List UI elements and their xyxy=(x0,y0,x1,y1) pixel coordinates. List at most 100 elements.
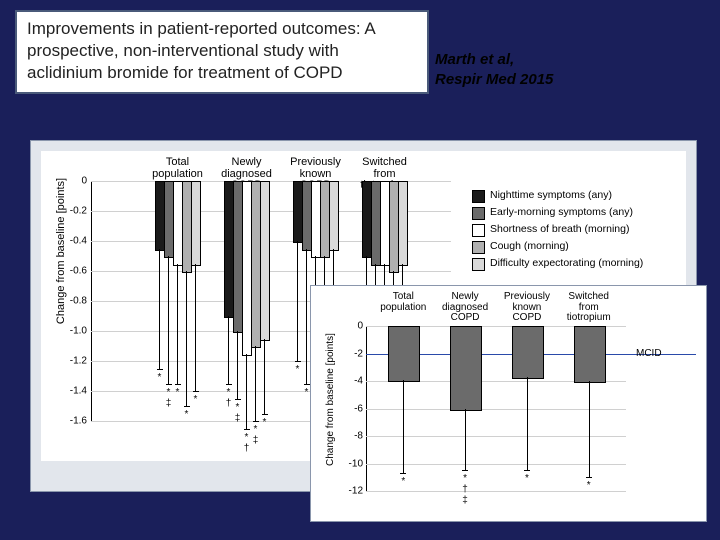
chart2-bar xyxy=(388,326,420,382)
chart1-errorcap xyxy=(253,421,259,422)
chart2-ylabel: Change from baseline [points] xyxy=(325,333,336,466)
legend-label: Early-morning symptoms (any) xyxy=(490,206,633,218)
chart2-ytick: -4 xyxy=(341,376,363,387)
chart1-bar xyxy=(260,181,270,341)
chart2-bar xyxy=(574,326,606,383)
citation-line1: Marth et al, xyxy=(435,51,514,68)
legend-row: Shortness of breath (morning) xyxy=(472,223,682,237)
chart1-bar xyxy=(329,181,339,251)
chart1-ytick: -1.0 xyxy=(59,326,87,337)
chart1-sig: ‡ xyxy=(235,413,241,424)
legend-row: Early-morning symptoms (any) xyxy=(472,206,682,220)
chart1-errorbar xyxy=(306,249,307,384)
chart1-errorcap xyxy=(166,384,172,385)
chart1-sig: * xyxy=(185,409,189,420)
chart1-sig: * xyxy=(167,387,171,398)
chart1-sig: ‡ xyxy=(166,398,172,409)
chart2-sig: * xyxy=(525,473,529,484)
chart1-bar xyxy=(191,181,201,266)
chart1-sig: * xyxy=(176,387,180,398)
chart1-sig: * xyxy=(254,424,258,435)
chart2-errorcap xyxy=(586,477,592,478)
chart1-sig: * xyxy=(236,402,240,413)
chart1-errorcap xyxy=(262,414,268,415)
chart2-errorcap xyxy=(400,473,406,474)
chart2-gridline xyxy=(366,464,626,465)
chart1-sig: * xyxy=(263,417,267,428)
chart1-sig: * xyxy=(194,394,198,405)
chart1-sig: † xyxy=(226,398,232,409)
chart1-ytick: -1.4 xyxy=(59,386,87,397)
chart1-legend: Nighttime symptoms (any) Early-morning sy… xyxy=(472,189,682,274)
chart2-errorcap xyxy=(524,470,530,471)
chart2-sig: † xyxy=(462,484,468,495)
chart2-errorbar xyxy=(589,381,590,477)
chart1-errorbar xyxy=(168,256,169,384)
citation: Marth et al, Respir Med 2015 xyxy=(435,50,553,89)
legend-swatch xyxy=(472,241,485,254)
chart1-errorcap xyxy=(157,369,163,370)
chart2-errorbar xyxy=(403,380,404,474)
legend-label: Cough (morning) xyxy=(490,240,569,252)
chart2-ytick: -8 xyxy=(341,431,363,442)
chart1-ytick: -0.4 xyxy=(59,236,87,247)
chart1-sig: * xyxy=(245,432,249,443)
chart2-bar xyxy=(450,326,482,411)
chart2-gridline xyxy=(366,409,626,410)
chart1-sig: * xyxy=(305,387,309,398)
chart2-group-label: PreviouslyknownCOPD xyxy=(500,292,554,324)
chart1-errorbar xyxy=(297,241,298,361)
chart2-sig: * xyxy=(587,480,591,491)
legend-label: Difficulty expectorating (morning) xyxy=(490,257,643,269)
cat-score-chart: Change from baseline [points] 0 -2 -4 -6 -8 -… xyxy=(310,285,707,522)
chart2-gridline xyxy=(366,436,626,437)
chart1-errorbar xyxy=(159,249,160,369)
title-text: Improvements in patient-reported outcome… xyxy=(27,19,375,82)
chart1-errorcap xyxy=(235,399,241,400)
chart2-ytick: -6 xyxy=(341,403,363,414)
chart2-sig: ‡ xyxy=(462,495,468,506)
chart1-sig: * xyxy=(296,364,300,375)
legend-swatch xyxy=(472,258,485,271)
chart1-errorcap xyxy=(304,384,310,385)
chart2-bar xyxy=(512,326,544,379)
chart1-errorbar xyxy=(228,316,229,384)
chart1-errorbar xyxy=(186,271,187,406)
chart2-ytick: -10 xyxy=(341,458,363,469)
chart1-ytick: -0.2 xyxy=(59,206,87,217)
chart1-errorbar xyxy=(255,346,256,421)
chart2-errorbar xyxy=(527,377,528,471)
chart1-sig: * xyxy=(158,372,162,383)
legend-swatch xyxy=(472,207,485,220)
chart2-ytick: 0 xyxy=(341,321,363,332)
chart1-errorcap xyxy=(175,384,181,385)
chart2-ytick: -12 xyxy=(341,486,363,497)
legend-label: Shortness of breath (morning) xyxy=(490,223,629,235)
chart1-sig: * xyxy=(227,387,231,398)
chart1-ytick: 0 xyxy=(59,176,87,187)
citation-line2: Respir Med 2015 xyxy=(435,71,553,88)
chart2-errorbar xyxy=(465,409,466,471)
chart2-sig: * xyxy=(463,473,467,484)
chart1-sig: † xyxy=(244,443,250,454)
chart1-errorcap xyxy=(226,384,232,385)
chart1-bar xyxy=(398,181,408,266)
chart1-errorcap xyxy=(184,406,190,407)
legend-swatch xyxy=(472,190,485,203)
chart1-ytick: -0.6 xyxy=(59,266,87,277)
chart2-errorcap xyxy=(462,470,468,471)
chart2-group-label: Totalpopulation xyxy=(376,292,430,313)
legend-row: Difficulty expectorating (morning) xyxy=(472,257,682,271)
chart1-errorbar xyxy=(237,331,238,399)
legend-row: Nighttime symptoms (any) xyxy=(472,189,682,203)
title-box: Improvements in patient-reported outcome… xyxy=(15,10,429,94)
chart2-ytick: -2 xyxy=(341,348,363,359)
chart1-errorbar xyxy=(195,264,196,392)
chart1-ytick: -1.2 xyxy=(59,356,87,367)
chart1-sig: ‡ xyxy=(253,435,259,446)
legend-swatch xyxy=(472,224,485,237)
chart1-errorcap xyxy=(193,391,199,392)
chart1-errorcap xyxy=(295,361,301,362)
chart1-ytick: -1.6 xyxy=(59,416,87,427)
chart1-errorbar xyxy=(177,264,178,384)
